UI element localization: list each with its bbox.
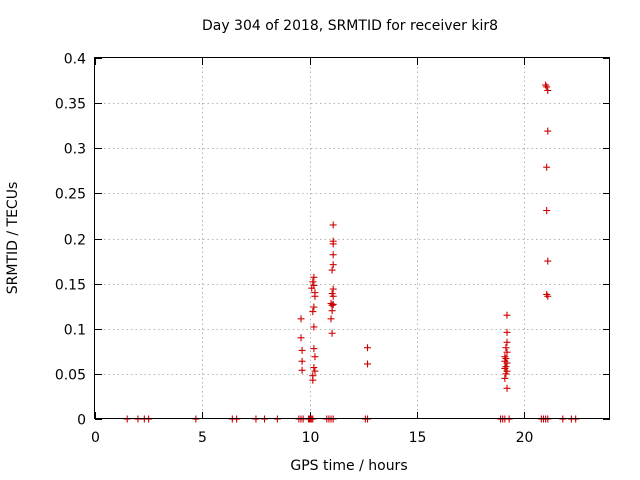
data-point xyxy=(310,273,318,281)
data-point xyxy=(364,344,372,352)
data-point xyxy=(329,292,337,300)
data-point xyxy=(502,344,510,352)
data-point xyxy=(327,315,335,323)
y-tick-label: 0.25 xyxy=(55,187,86,203)
data-point xyxy=(501,374,509,382)
data-point xyxy=(310,323,318,331)
data-point xyxy=(544,292,552,300)
data-point xyxy=(328,307,336,315)
data-point xyxy=(543,83,551,91)
data-point xyxy=(544,127,552,135)
data-point xyxy=(503,311,511,319)
x-tick-label: 0 xyxy=(91,430,100,446)
data-point xyxy=(329,240,337,248)
data-point xyxy=(364,360,372,368)
data-point xyxy=(311,367,319,375)
data-point xyxy=(543,163,551,171)
data-point xyxy=(309,278,317,286)
data-point xyxy=(309,376,317,384)
data-point xyxy=(329,251,337,259)
data-point xyxy=(298,346,306,354)
data-point xyxy=(543,290,551,298)
data-point xyxy=(310,281,318,289)
data-point xyxy=(298,357,306,365)
y-tick-label: 0.4 xyxy=(64,52,86,68)
y-tick-label: 0.2 xyxy=(64,233,86,249)
data-point xyxy=(328,266,336,274)
x-tick-label: 5 xyxy=(198,430,207,446)
data-point xyxy=(311,353,319,361)
data-point xyxy=(310,364,318,372)
axis-ticks: 0 0.05 0.1 0.15 0.2 0.25 0.3 0.35 0.4 0 5 10 15 20 xyxy=(55,52,610,446)
data-point xyxy=(309,308,317,316)
data-point xyxy=(329,261,337,269)
data-point xyxy=(328,329,336,337)
y-tick-label: 0 xyxy=(77,413,86,429)
data-point xyxy=(310,345,318,353)
data-point xyxy=(329,285,337,293)
data-point xyxy=(502,363,510,371)
grid-lines xyxy=(95,58,610,419)
y-axis-label: SRMTID / TECUs xyxy=(5,182,21,295)
data-point xyxy=(310,303,318,311)
data-point xyxy=(503,359,511,367)
data-point xyxy=(298,366,306,374)
y-tick-label: 0.15 xyxy=(55,278,86,294)
y-tick-label: 0.3 xyxy=(64,142,86,158)
x-tick-label: 15 xyxy=(409,430,427,446)
data-point xyxy=(503,338,511,346)
data-point xyxy=(543,207,551,215)
data-point xyxy=(311,292,319,300)
x-tick-label: 10 xyxy=(302,430,320,446)
y-tick-label: 0.1 xyxy=(64,323,86,339)
data-point xyxy=(544,86,552,94)
chart-title: Day 304 of 2018, SRMTID for receiver kir… xyxy=(202,18,498,34)
data-point xyxy=(503,328,511,336)
data-points xyxy=(123,81,580,423)
data-point xyxy=(329,221,337,229)
x-axis-label: GPS time / hours xyxy=(290,458,407,474)
plot-frame xyxy=(94,57,610,419)
x-tick-label: 20 xyxy=(516,430,534,446)
data-point xyxy=(502,370,510,378)
data-point xyxy=(329,300,337,308)
data-point xyxy=(297,334,305,342)
data-point xyxy=(544,257,552,265)
data-point xyxy=(503,384,511,392)
y-tick-label: 0.05 xyxy=(55,368,86,384)
y-tick-label: 0.35 xyxy=(55,97,86,113)
data-point xyxy=(297,315,305,323)
data-point xyxy=(503,348,511,356)
